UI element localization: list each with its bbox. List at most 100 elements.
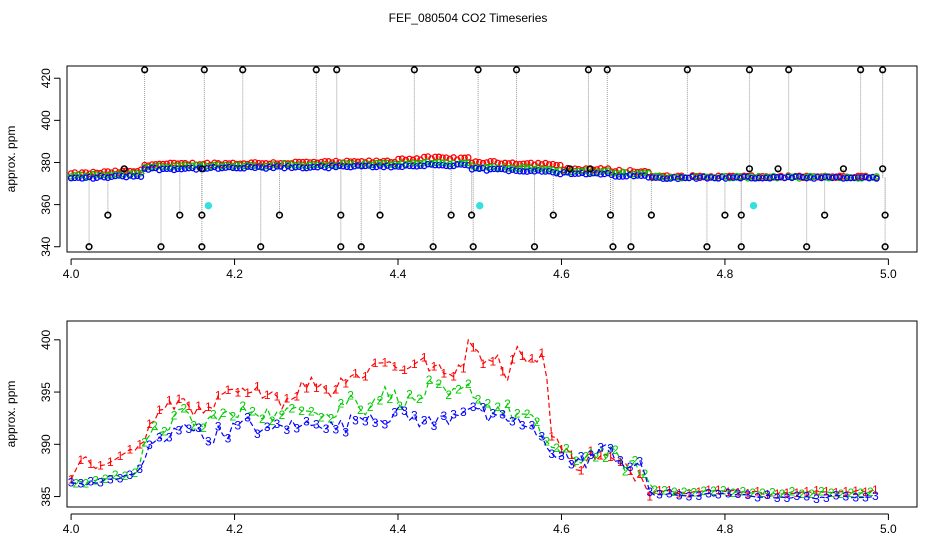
- top-baseline-point: [395, 163, 402, 170]
- top-spike-point: [239, 66, 247, 74]
- top-baseline-point: [332, 157, 340, 165]
- bottom-series-marker-1: 1: [735, 485, 742, 499]
- bottom-series-marker-2: 2: [337, 397, 344, 411]
- bottom-series-marker-3: 3: [489, 407, 496, 421]
- bottom-series-marker-3: 3: [362, 414, 369, 428]
- top-baseline-point: [424, 160, 432, 168]
- top-baseline-point: [858, 174, 866, 181]
- top-baseline-point: [770, 173, 777, 181]
- top-baseline-point: [384, 159, 391, 167]
- top-baseline-point: [520, 168, 527, 175]
- top-baseline-point: [119, 172, 126, 180]
- top-spike-point: [467, 211, 476, 219]
- top-y-axis-label: approx. ppm: [4, 126, 18, 193]
- bottom-series-marker-3: 3: [499, 408, 506, 422]
- top-baseline-point: [523, 168, 531, 175]
- top-spike-point: [157, 243, 165, 251]
- bottom-series-marker-1: 1: [117, 449, 124, 463]
- top-baseline-point: [590, 169, 597, 177]
- top-baseline-point: [409, 156, 417, 164]
- bottom-series-marker-1: 1: [136, 437, 143, 451]
- bottom-series-marker-2: 2: [82, 476, 89, 490]
- bottom-series-marker-1: 1: [548, 430, 555, 444]
- bottom-series-marker-2: 2: [73, 477, 80, 491]
- bottom-series-marker-1: 1: [391, 359, 398, 373]
- bottom-series-marker-2: 2: [269, 414, 276, 428]
- bottom-series-marker-2: 2: [514, 406, 521, 420]
- bottom-series-marker-3: 3: [68, 476, 75, 490]
- bottom-series-marker-3: 3: [284, 423, 291, 437]
- top-baseline-point: [505, 167, 513, 175]
- bottom-series-marker-1: 1: [421, 350, 428, 364]
- top-baseline-point: [406, 155, 413, 163]
- top-spike-point: [275, 211, 284, 219]
- top-spike-point: [376, 211, 384, 219]
- top-baseline-point: [233, 161, 240, 169]
- top-baseline-point: [729, 174, 737, 181]
- bottom-series-marker-1: 1: [166, 393, 173, 407]
- bottom-series-marker-2: 2: [602, 451, 609, 465]
- top-baseline-point: [152, 161, 159, 168]
- top-baseline-point: [347, 163, 354, 171]
- bottom-series-marker-2: 2: [131, 466, 138, 480]
- bottom-series-marker-3: 3: [539, 429, 546, 443]
- top-baseline-point: [840, 175, 847, 182]
- top-baseline-point: [321, 157, 329, 165]
- bottom-series-marker-3: 3: [705, 487, 712, 501]
- top-baseline-point: [295, 163, 303, 171]
- bottom-x-tick-label: 5.0: [880, 522, 897, 536]
- top-spike-point: [881, 243, 889, 251]
- bottom-series-marker-2: 2: [651, 483, 658, 497]
- bottom-series-marker-3: 3: [156, 430, 163, 444]
- bottom-series-marker-3: 3: [695, 489, 702, 503]
- bottom-series-marker-3: 3: [784, 491, 791, 505]
- bottom-series-marker-2: 2: [436, 377, 443, 391]
- top-spike-point: [198, 211, 206, 219]
- top-baseline-point: [137, 173, 145, 180]
- top-baseline-point: [549, 169, 557, 176]
- bottom-series-marker-1: 1: [323, 383, 330, 397]
- bottom-series-marker-3: 3: [225, 432, 232, 446]
- bottom-series-marker-1: 1: [744, 486, 751, 500]
- bottom-series-marker-1: 1: [411, 357, 418, 371]
- bottom-series-marker-3: 3: [254, 427, 261, 441]
- bottom-series-marker-3: 3: [588, 448, 595, 462]
- top-spike-point: [198, 165, 206, 173]
- bottom-series-marker-2: 2: [455, 383, 462, 397]
- bottom-y-tick-label: 385: [39, 486, 53, 506]
- top-baseline-point: [233, 164, 240, 172]
- bottom-series-marker-3: 3: [686, 489, 693, 503]
- top-baseline-point: [351, 163, 358, 170]
- bottom-series-marker-2: 2: [700, 484, 707, 498]
- bottom-series-marker-2: 2: [445, 388, 452, 402]
- bottom-series-marker-1: 1: [480, 357, 487, 371]
- bottom-series-marker-3: 3: [87, 475, 94, 489]
- bottom-series-marker-3: 3: [519, 418, 526, 432]
- top-baseline-point: [431, 153, 439, 161]
- bottom-series-marker-3: 3: [382, 417, 389, 431]
- bottom-series-marker-2: 2: [759, 486, 766, 500]
- bottom-series-marker-2: 2: [249, 405, 256, 419]
- top-x-tick-label: 4.2: [226, 267, 243, 281]
- bottom-series-marker-2: 2: [622, 464, 629, 478]
- bottom-series-marker-2: 2: [867, 485, 874, 499]
- bottom-series-marker-3: 3: [843, 490, 850, 504]
- bottom-series-marker-1: 1: [176, 392, 183, 406]
- bottom-series-marker-2: 2: [661, 484, 668, 498]
- bottom-series-marker-1: 1: [627, 464, 634, 478]
- bottom-series-marker-3: 3: [617, 454, 624, 468]
- bottom-series-marker-2: 2: [612, 443, 619, 457]
- bottom-series-marker-1: 1: [833, 486, 840, 500]
- top-baseline-point: [465, 154, 472, 161]
- bottom-series-marker-2: 2: [259, 412, 266, 426]
- bottom-series-marker-1: 1: [215, 389, 222, 403]
- top-spike-point: [703, 243, 711, 251]
- top-baseline-point: [134, 170, 141, 177]
- bottom-series-marker-2: 2: [239, 399, 246, 413]
- top-spike-point: [333, 66, 341, 74]
- bottom-series-marker-2: 2: [504, 397, 511, 411]
- top-baseline-point: [667, 175, 674, 182]
- top-baseline-point: [303, 164, 310, 172]
- bottom-x-tick-label: 4.8: [717, 522, 734, 536]
